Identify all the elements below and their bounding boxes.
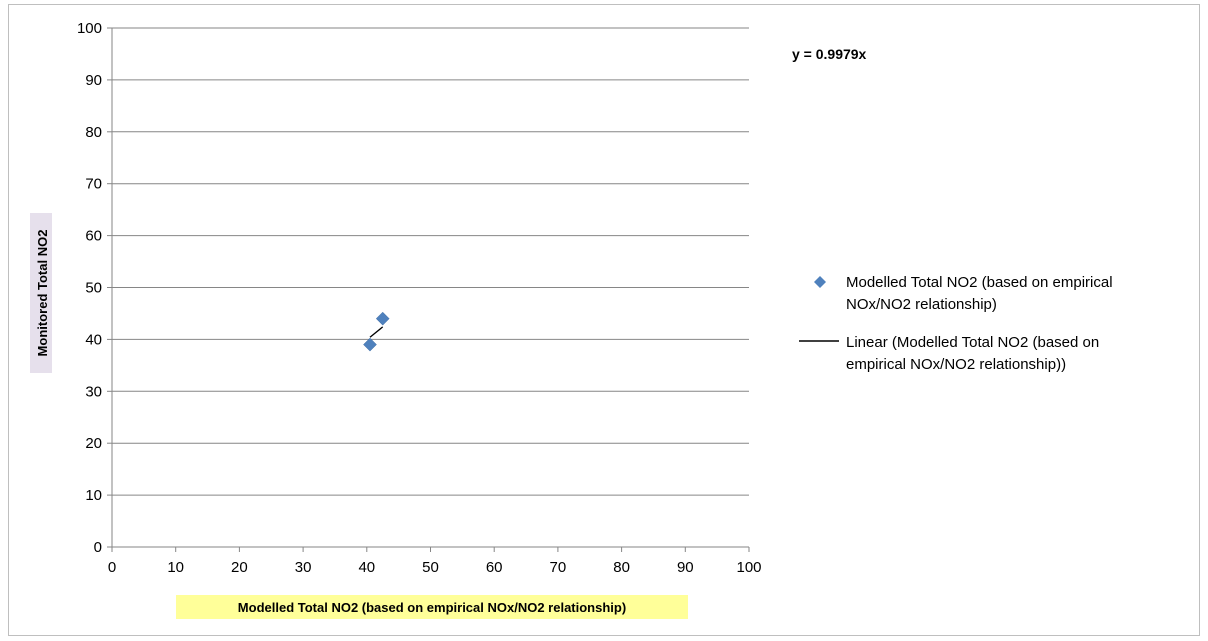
legend-diamond-icon <box>814 276 826 288</box>
x-tick-label-40: 40 <box>358 559 375 576</box>
data-point-2 <box>375 311 390 326</box>
y-tick-label-100: 100 <box>77 20 102 37</box>
x-tick-label-90: 90 <box>677 559 694 576</box>
trendline-layer <box>369 326 384 338</box>
chart-frame <box>8 4 1200 636</box>
data-points <box>363 311 390 352</box>
x-tick-label-30: 30 <box>295 559 312 576</box>
x-axis-title-background <box>176 595 688 619</box>
legend-series-label-line1: Modelled Total NO2 (based on empirical <box>846 274 1113 291</box>
y-axis-title-background <box>30 213 52 373</box>
x-tick-label-80: 80 <box>613 559 630 576</box>
legend-trend-label-line1: Linear (Modelled Total NO2 (based on <box>846 334 1099 351</box>
axes <box>107 27 750 552</box>
gridlines <box>112 27 749 496</box>
y-tick-label-40: 40 <box>85 331 102 348</box>
legend: Modelled Total NO2 (based on empirical N… <box>799 274 1113 373</box>
x-tick-label-70: 70 <box>550 559 567 576</box>
y-tick-label-50: 50 <box>85 280 102 297</box>
y-tick-label-10: 10 <box>85 487 102 504</box>
x-tick-label-100: 100 <box>736 559 761 576</box>
legend-series-label-line2: NOx/NO2 relationship) <box>846 296 997 313</box>
y-tick-label-30: 30 <box>85 383 102 400</box>
x-tick-label-50: 50 <box>422 559 439 576</box>
trendline <box>369 326 384 338</box>
y-tick-label-80: 80 <box>85 124 102 141</box>
data-point-1 <box>363 337 377 352</box>
x-tick-label-0: 0 <box>108 559 116 576</box>
y-tick-label-20: 20 <box>85 435 102 452</box>
legend-trend-label-line2: empirical NOx/NO2 relationship)) <box>846 356 1066 373</box>
x-tick-label-20: 20 <box>231 559 248 576</box>
x-tick-label-10: 10 <box>167 559 184 576</box>
y-axis-title: Monitored Total NO2 <box>35 230 50 357</box>
trendline-equation: y = 0.9979x <box>792 46 867 62</box>
tick-labels: 0 10 20 30 40 50 60 70 80 90 100 0 10 20 30 40 50 60 70 80 9… <box>77 20 762 576</box>
x-axis-title: Modelled Total NO2 (based on empirical N… <box>238 600 626 615</box>
x-tick-label-60: 60 <box>486 559 503 576</box>
y-tick-label-60: 60 <box>85 228 102 245</box>
y-tick-label-70: 70 <box>85 176 102 193</box>
y-tick-label-90: 90 <box>85 72 102 89</box>
y-tick-label-0: 0 <box>94 539 102 556</box>
